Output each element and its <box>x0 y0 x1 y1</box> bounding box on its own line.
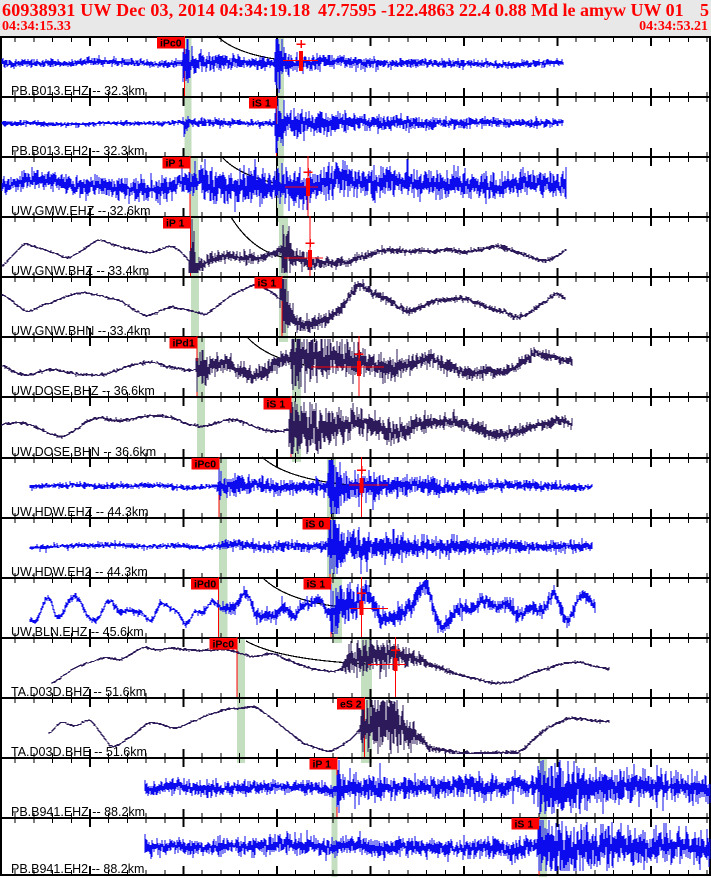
svg-text:iP 1: iP 1 <box>166 218 185 230</box>
svg-text:iPd0: iPd0 <box>194 579 216 591</box>
svg-text:eS 2: eS 2 <box>340 699 362 711</box>
svg-text:iS 0: iS 0 <box>306 519 325 531</box>
svg-text:UW.DOSE.BHZ -- 36.6km: UW.DOSE.BHZ -- 36.6km <box>11 384 155 398</box>
svg-text:iS 1: iS 1 <box>252 98 271 110</box>
svg-text:UW.GNW.BHN -- 33.4km: UW.GNW.BHN -- 33.4km <box>11 324 151 338</box>
svg-text:iPc0: iPc0 <box>195 459 217 471</box>
svg-text:UW.GMW.EHZ -- 32.6km: UW.GMW.EHZ -- 32.6km <box>11 204 151 218</box>
svg-text:PB.B013.EH2 -- 32.3km: PB.B013.EH2 -- 32.3km <box>11 144 144 158</box>
svg-text:iP 1: iP 1 <box>313 759 332 771</box>
svg-text:UW.HDW.EHZ -- 44.3km: UW.HDW.EHZ -- 44.3km <box>11 505 149 519</box>
svg-text:iS 1: iS 1 <box>515 819 534 831</box>
svg-text:iPd1: iPd1 <box>173 338 195 350</box>
svg-text:iS 1: iS 1 <box>267 399 286 411</box>
svg-text:TA.D03D.BHZ -- 51.6km: TA.D03D.BHZ -- 51.6km <box>11 685 146 699</box>
svg-text:iPc0: iPc0 <box>213 639 235 651</box>
svg-text:iP 1: iP 1 <box>166 158 185 170</box>
svg-text:PB.B941.EHZ -- 88.2km: PB.B941.EHZ -- 88.2km <box>11 805 145 819</box>
svg-text:PB.B013.EHZ -- 32.3km: PB.B013.EHZ -- 32.3km <box>11 84 145 98</box>
svg-text:TA.D03D.BHE -- 51.6km: TA.D03D.BHE -- 51.6km <box>11 745 147 759</box>
svg-text:UW.HDW.EH2 -- 44.3km: UW.HDW.EH2 -- 44.3km <box>11 565 148 579</box>
svg-text:UW.GNW.BHZ -- 33.4km: UW.GNW.BHZ -- 33.4km <box>11 264 149 278</box>
svg-text:iS 1: iS 1 <box>258 278 277 290</box>
svg-text:PB.B941.EH2 -- 88.2km: PB.B941.EH2 -- 88.2km <box>11 862 144 876</box>
svg-text:iS 1: iS 1 <box>307 579 326 591</box>
svg-text:UW.DOSE.BHN -- 36.6km: UW.DOSE.BHN -- 36.6km <box>11 445 156 459</box>
svg-text:UW.BLN.EHZ -- 45.6km: UW.BLN.EHZ -- 45.6km <box>11 625 144 639</box>
svg-text:iPc0: iPc0 <box>160 38 182 50</box>
